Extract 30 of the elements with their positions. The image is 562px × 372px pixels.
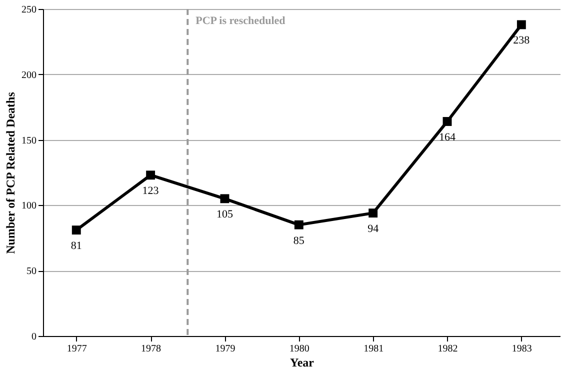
- point: [72, 226, 81, 235]
- y-tick-label: 0: [32, 332, 36, 342]
- point: [442, 117, 452, 126]
- y-tick-label: 100: [22, 200, 36, 212]
- x-tick-label: 1981: [364, 344, 384, 354]
- point: [146, 170, 156, 180]
- point: [516, 20, 526, 30]
- point: [368, 208, 378, 218]
- data-label: 85: [293, 234, 305, 247]
- x-tick-label: 1977: [66, 344, 87, 354]
- x-tick-label: 1982: [438, 344, 458, 354]
- data-label: 81: [70, 240, 82, 252]
- data-label: 105: [216, 208, 234, 221]
- y-tick-label: 150: [22, 135, 36, 146]
- y-axis-title: Number of PCP Related Deaths: [4, 92, 18, 254]
- x-tick-label: 1979: [215, 344, 236, 354]
- x-axis-title: Year: [290, 356, 315, 370]
- point: [220, 194, 230, 204]
- y-tick-label: 50: [26, 266, 36, 278]
- ref-line-label: PCP is rescheduled: [196, 15, 286, 27]
- y-tick-label: 200: [22, 70, 36, 81]
- x-tick-label: 1983: [512, 344, 532, 354]
- data-label: 123: [142, 185, 160, 198]
- data-label: 238: [513, 34, 530, 47]
- data-label: 94: [368, 223, 380, 236]
- x-tick-label: 1980: [289, 344, 310, 354]
- x-tick-label: 1978: [141, 344, 162, 354]
- data-label: 164: [439, 131, 456, 144]
- y-tick-label: 250: [22, 4, 36, 16]
- point: [294, 220, 304, 230]
